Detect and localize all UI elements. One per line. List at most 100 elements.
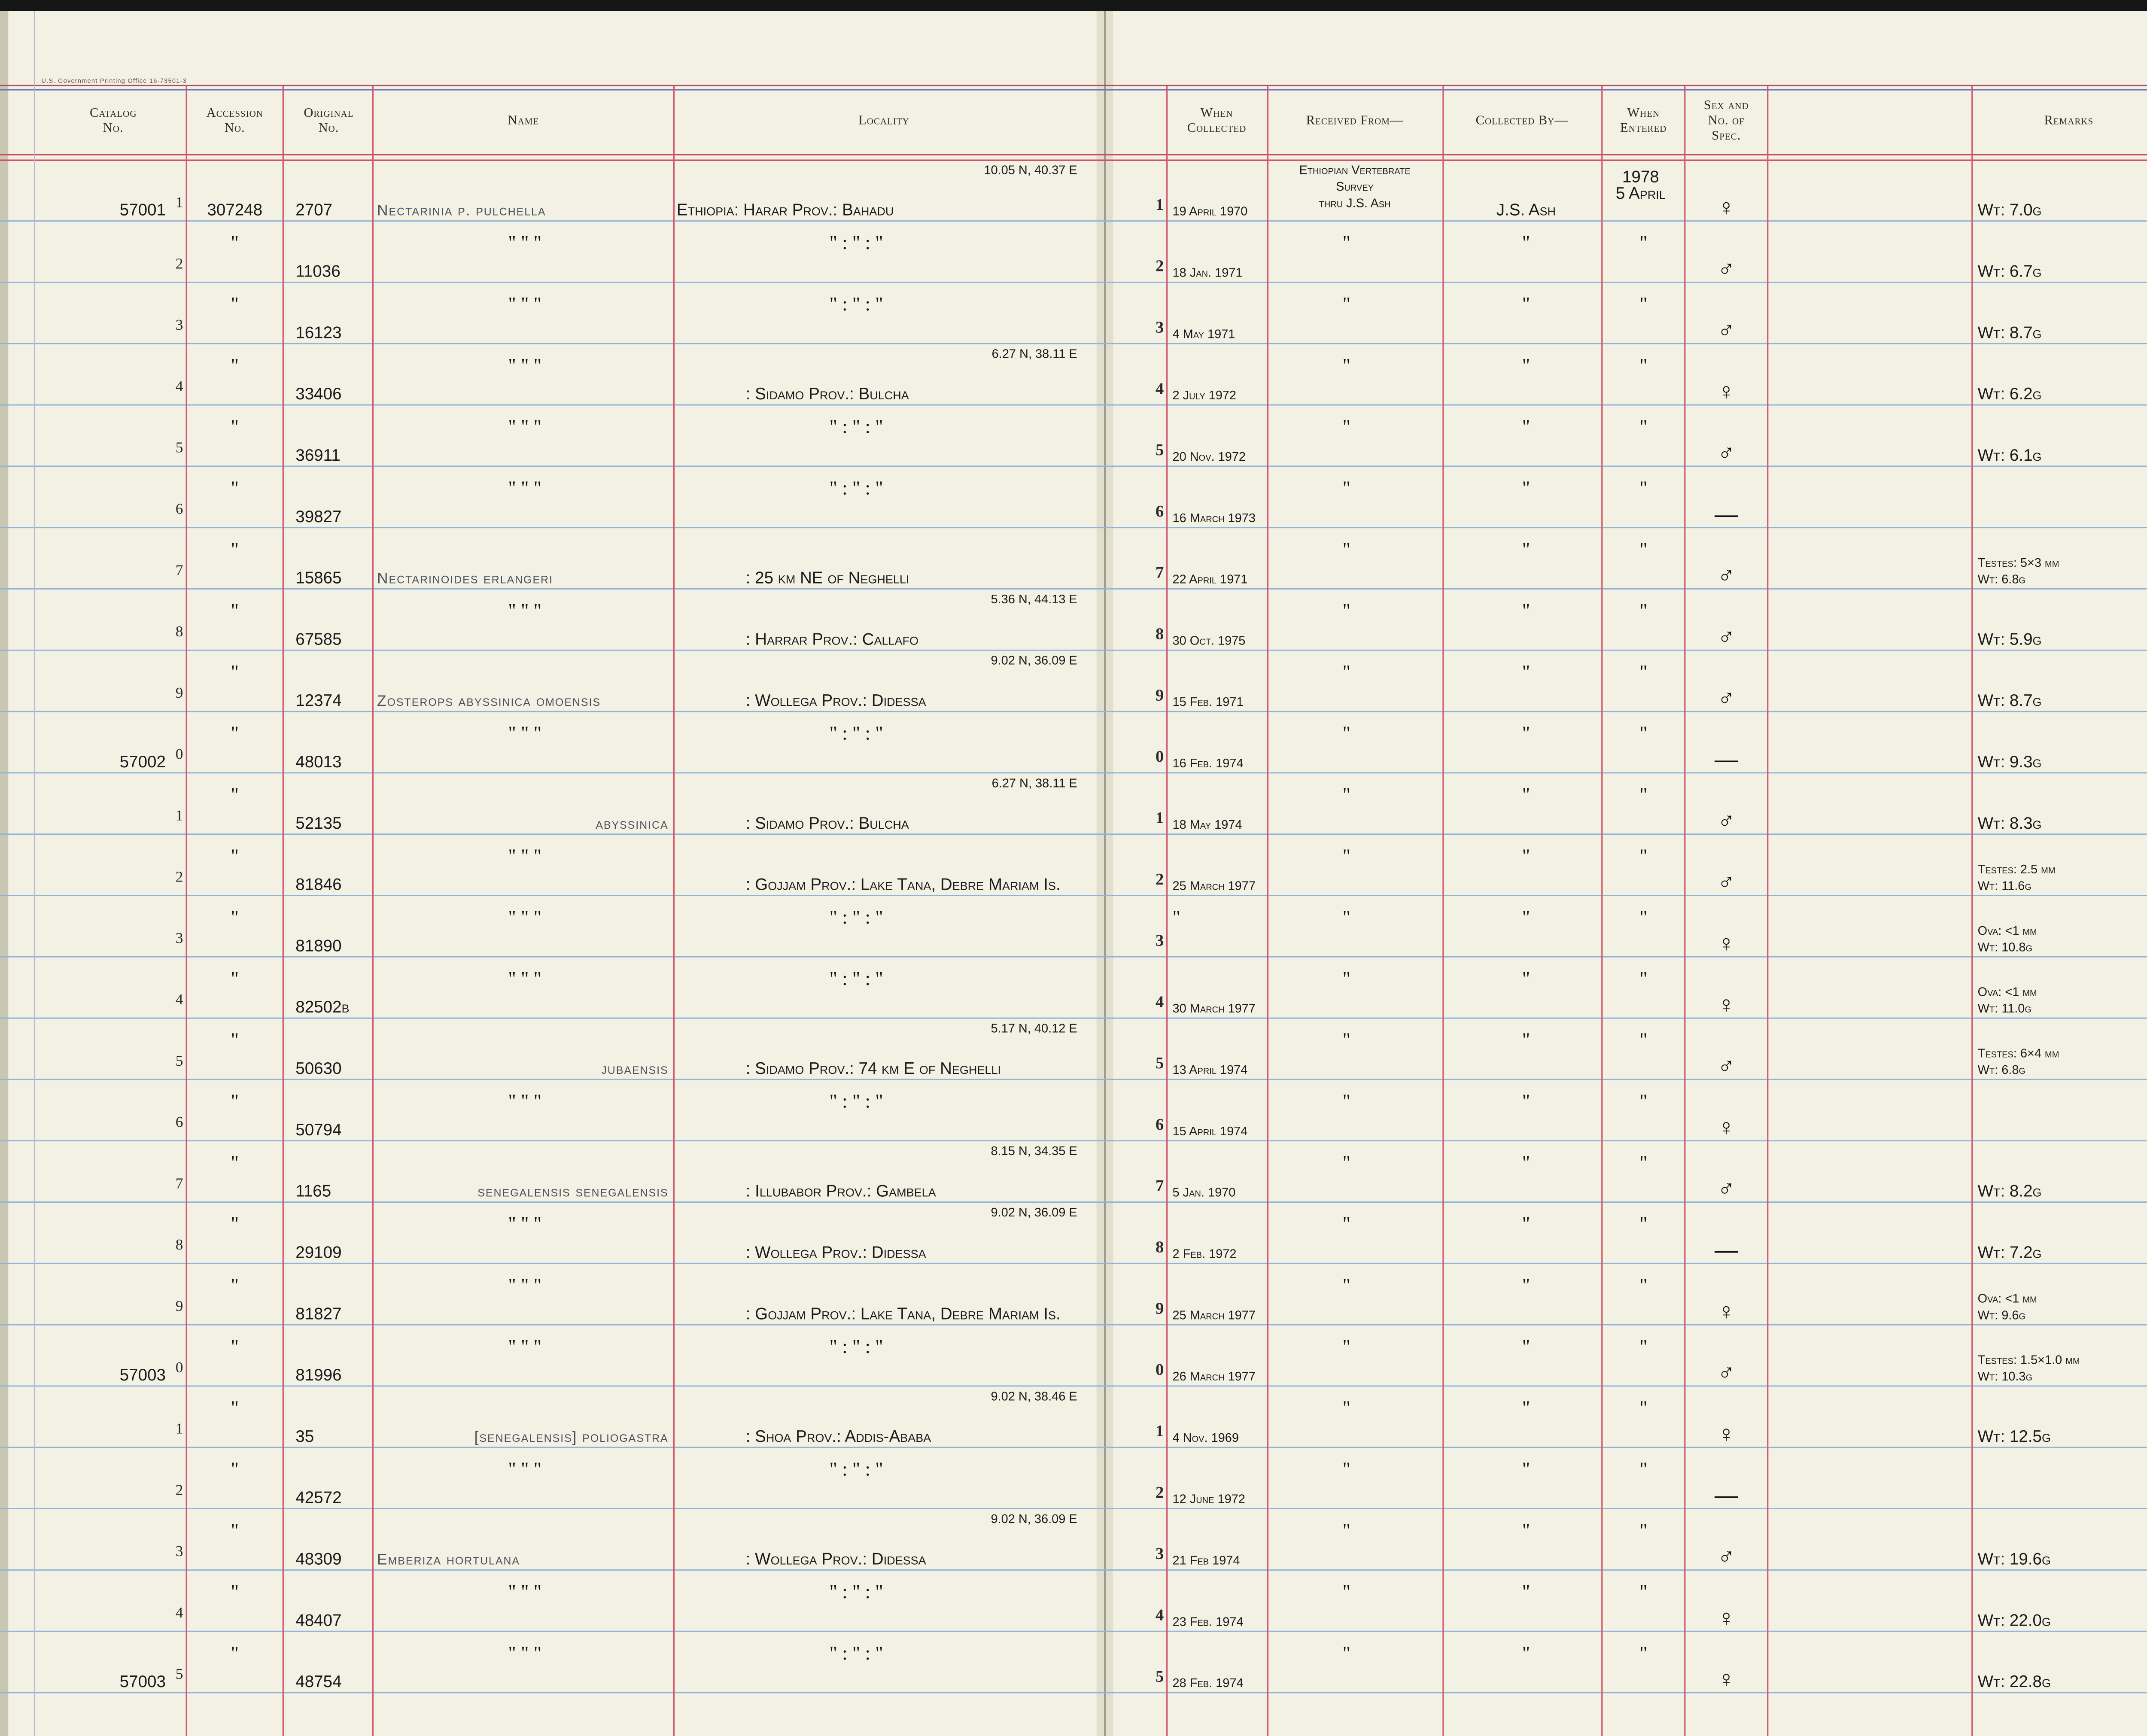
remarks: Wt: 12.5g [1978, 1427, 2051, 1446]
remarks: Wt: 19.6g [1978, 1550, 2051, 1569]
when-entered: " [1639, 416, 1647, 438]
row-digit: 8 [1156, 625, 1164, 643]
column-header: Remarks [2044, 112, 2094, 127]
collected-by: " [1522, 968, 1530, 989]
coordinates: 10.05 N, 40.37 E [984, 163, 1077, 177]
row-digit: 5 [1156, 1667, 1164, 1685]
when-entered: " [1639, 845, 1647, 866]
remarks: Wt: 10.3g [1978, 1370, 2032, 1383]
name: " " " [508, 845, 541, 866]
original-number: 1165 [295, 1182, 331, 1201]
row-digit: 0 [1156, 1361, 1164, 1379]
accession-number: " [231, 1274, 239, 1296]
name: " " " [508, 1581, 541, 1602]
name: " " " [508, 477, 541, 499]
accession-number: " [231, 784, 239, 806]
remarks: Wt: 7.0g [1978, 201, 2042, 219]
name: " " " [508, 1213, 541, 1234]
when-entered: " [1639, 538, 1647, 560]
row-digit: 5 [1156, 1054, 1164, 1072]
accession-number: " [231, 355, 239, 376]
locality: " : " : " [829, 477, 883, 499]
when-entered: " [1639, 1274, 1647, 1296]
when-entered: 5 April [1616, 184, 1666, 203]
collected-by: " [1522, 232, 1530, 253]
locality: : Harrar Prov.: Callafo [746, 630, 918, 648]
original-number: 48309 [295, 1550, 341, 1569]
column-header: When [1201, 105, 1233, 120]
collected-by: " [1522, 1581, 1530, 1602]
when-entered: " [1639, 1029, 1647, 1051]
locality: : Sidamo Prov.: Bulcha [746, 814, 909, 833]
locality: : Wollega Prov.: Didessa [746, 1550, 926, 1569]
received-from: Survey [1336, 180, 1374, 194]
remarks: Testes: 5×3 mm [1978, 556, 2059, 570]
row-digit: 8 [1156, 1238, 1164, 1256]
remarks: Wt: 8.3g [1978, 814, 2042, 833]
when-entered: " [1639, 784, 1647, 806]
name: " " " [508, 1091, 541, 1112]
column-header: No. of [1708, 112, 1745, 127]
when-collected: 30 Oct. 1975 [1173, 634, 1246, 648]
catalog-number: 57001 [120, 201, 166, 219]
row-digit: 9 [1156, 686, 1164, 704]
received-from: " [1343, 784, 1350, 806]
collected-by: " [1522, 293, 1530, 315]
sex: ♂ [1718, 1359, 1735, 1386]
when-collected: 22 April 1971 [1173, 573, 1248, 587]
when-collected: 16 March 1973 [1173, 511, 1256, 525]
collected-by: " [1522, 1642, 1530, 1664]
catalog-digit: 9 [176, 1297, 184, 1314]
collected-by: " [1522, 600, 1530, 621]
original-number: 15865 [295, 569, 341, 587]
collected-by: " [1522, 355, 1530, 376]
top-edge [0, 0, 2147, 11]
name: " " " [508, 906, 541, 928]
received-from: " [1343, 661, 1350, 683]
name: Zosterops abyssinica omoensis [377, 693, 601, 709]
accession-number: " [231, 416, 239, 438]
when-collected: 30 March 1977 [1173, 1002, 1256, 1015]
row-digit: 1 [1156, 809, 1164, 827]
collected-by: " [1522, 661, 1530, 683]
locality: " : " : " [829, 906, 883, 928]
when-collected: 26 March 1977 [1173, 1370, 1256, 1383]
catalog-digit: 3 [176, 929, 184, 946]
when-collected: 2 Feb. 1972 [1173, 1247, 1237, 1261]
sex: ♂ [1718, 1053, 1735, 1079]
locality: " : " : " [829, 1336, 883, 1357]
locality: : Gojjam Prov.: Lake Tana, Debre Mariam … [746, 1304, 1061, 1323]
accession-number: " [231, 906, 239, 928]
catalog-digit: 0 [176, 1359, 184, 1376]
when-entered: " [1639, 1336, 1647, 1357]
sex: — [1715, 501, 1738, 527]
column-header: Accession [207, 105, 263, 120]
name: senegalensis senegalensis [477, 1183, 668, 1200]
sex: — [1715, 1482, 1738, 1508]
name: abyssinica [596, 815, 668, 832]
locality: " : " : " [829, 1091, 883, 1112]
row-digit: 5 [1156, 441, 1164, 459]
when-collected: 4 May 1971 [1173, 327, 1235, 341]
catalog-digit: 4 [176, 377, 184, 395]
original-number: 48013 [295, 753, 341, 771]
when-collected: 18 May 1974 [1173, 818, 1242, 832]
sex: ♀ [1718, 991, 1735, 1018]
received-from: " [1343, 355, 1350, 376]
column-header: No. [225, 120, 245, 135]
received-from: " [1343, 1213, 1350, 1234]
sex: ♂ [1718, 869, 1735, 895]
catalog-digit: 5 [176, 1665, 184, 1682]
original-number: 16123 [295, 323, 341, 342]
catalog-digit: 2 [176, 868, 184, 885]
name: Nectarinia p. pulchella [377, 202, 546, 219]
when-entered: " [1639, 1520, 1647, 1541]
accession-number: " [231, 600, 239, 621]
sex: ♂ [1718, 623, 1735, 650]
name: " " " [508, 232, 541, 253]
when-collected: 16 Feb. 1974 [1173, 757, 1244, 770]
when-entered: " [1639, 477, 1647, 499]
when-entered: " [1639, 1091, 1647, 1112]
